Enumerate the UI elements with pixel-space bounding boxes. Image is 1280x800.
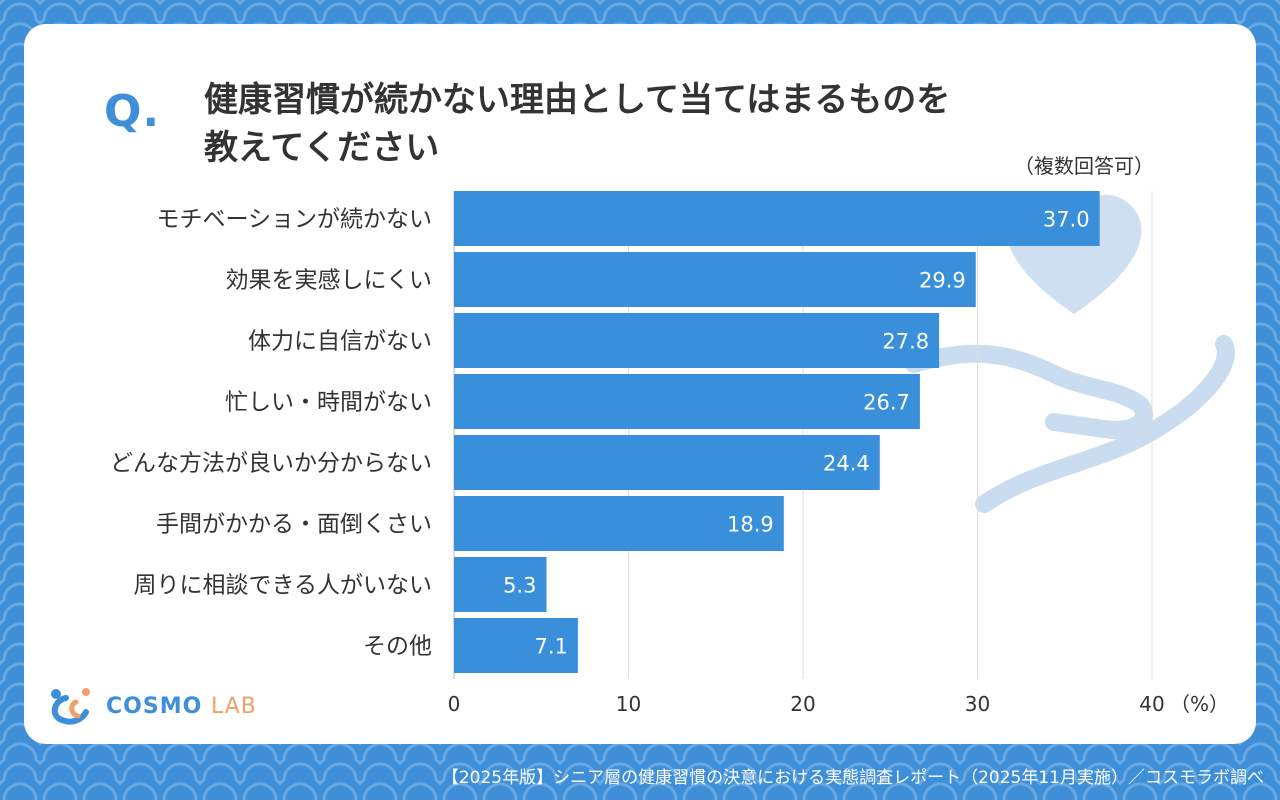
value-label: 26.7	[863, 391, 910, 415]
category-label: 手間がかかる・面倒くさい	[156, 512, 432, 538]
logo-name: COSMO	[106, 693, 203, 719]
bar	[454, 435, 880, 490]
bar	[454, 191, 1100, 246]
survey-card: Q. 健康習慣が続かない理由として当てはまるものを 教えてください （複数回答可…	[24, 24, 1256, 744]
x-tick-label: 0	[448, 692, 461, 716]
logo-text: COSMO LAB	[106, 694, 257, 719]
category-label: どんな方法が良いか分からない	[110, 451, 432, 477]
category-label: モチベーションが続かない	[156, 207, 432, 233]
x-tick-label: 10	[616, 692, 641, 716]
bar	[454, 374, 920, 429]
value-label: 5.3	[503, 574, 536, 598]
cosmo-lab-logo: COSMO LAB	[46, 686, 257, 726]
x-unit-label: （%）	[1170, 692, 1229, 716]
cosmo-logo-icon	[51, 688, 90, 725]
multiple-answer-note: （複数回答可）	[1014, 154, 1154, 178]
source-footer: 【2025年版】シニア層の健康習慣の決意における実態調査レポート（2025年11…	[441, 768, 1264, 788]
value-label: 27.8	[882, 330, 929, 354]
value-label: 7.1	[534, 635, 567, 659]
category-label: 体力に自信がない	[248, 329, 432, 355]
category-label: 効果を実感しにくい	[225, 268, 432, 294]
logo-suffix: LAB	[210, 693, 257, 719]
category-label: 周りに相談できる人がいない	[133, 573, 432, 599]
value-label: 29.9	[919, 269, 966, 293]
value-label: 18.9	[727, 513, 774, 537]
value-label: 24.4	[823, 452, 870, 476]
value-label: 37.0	[1043, 208, 1090, 232]
category-label: 忙しい・時間がない	[225, 390, 432, 416]
bar	[454, 618, 578, 673]
bar-chart: 0 10 20 30 40 （%） モチベーションが続かない 37.0 効果を実感しにくい 29.…	[110, 191, 1229, 716]
bar	[454, 313, 940, 368]
category-label: その他	[363, 634, 432, 660]
x-tick-label: 40	[1139, 692, 1164, 716]
title-line-2: 教えてください	[204, 128, 440, 168]
x-tick-label: 20	[790, 692, 815, 716]
question-mark: Q.	[104, 86, 161, 137]
x-tick-label: 30	[965, 692, 990, 716]
bar	[454, 557, 547, 612]
bar	[454, 496, 784, 551]
bar	[454, 252, 976, 307]
question-title: 健康習慣が続かない理由として当てはまるものを 教えてください	[204, 76, 1104, 172]
title-line-1: 健康習慣が続かない理由として当てはまるものを	[204, 80, 951, 120]
